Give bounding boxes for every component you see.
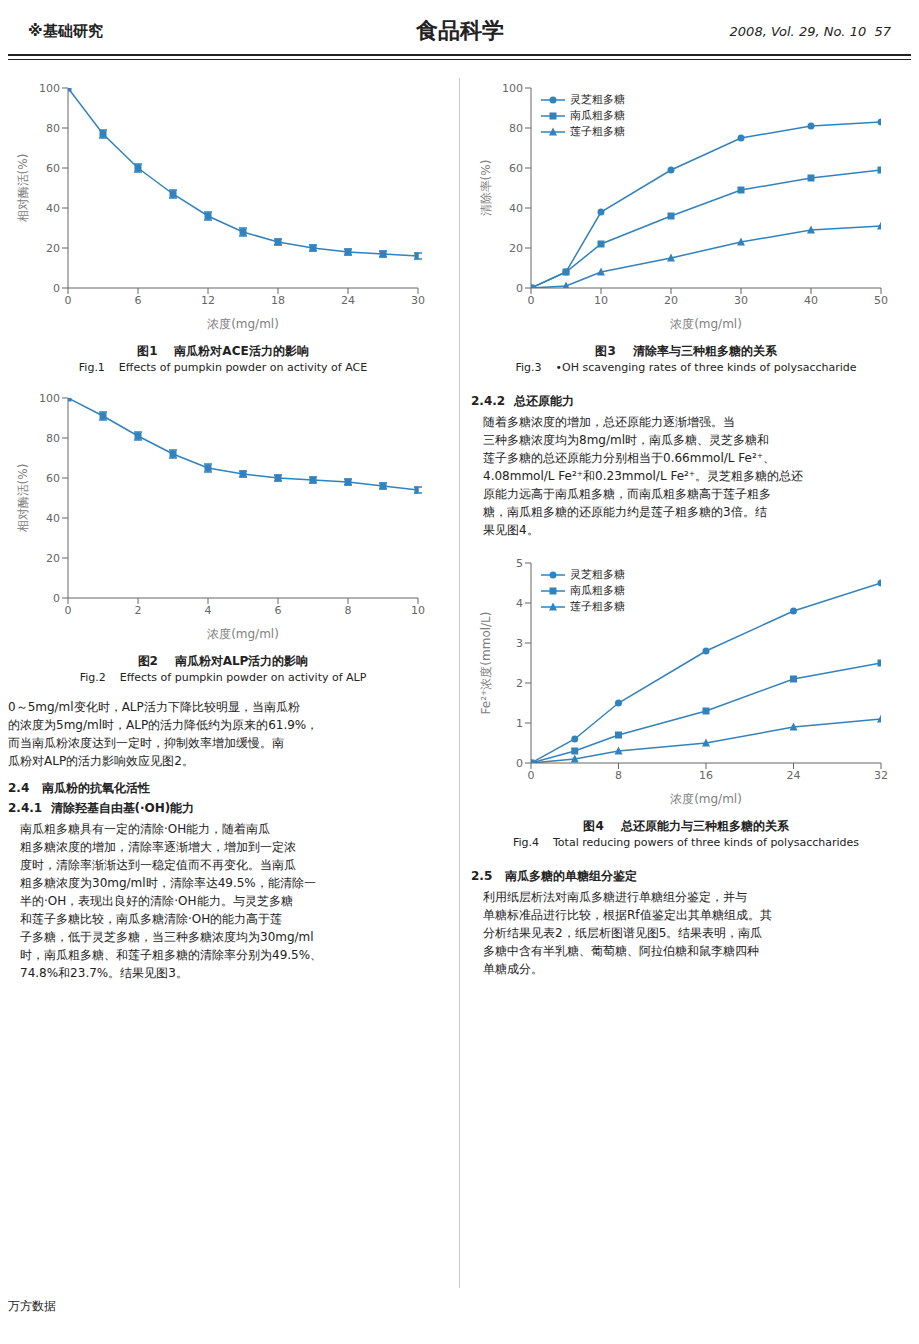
svg-text:60: 60 [509,162,523,175]
svg-text:40: 40 [509,202,523,215]
svg-text:50: 50 [874,294,888,307]
svg-text:20: 20 [509,242,523,255]
svg-text:0: 0 [65,604,72,617]
svg-text:8: 8 [615,769,622,782]
svg-text:12: 12 [201,294,215,307]
html-text:※基础研究: ※基础研究 [28,22,103,40]
html-text:2008, Vol. 29, No. 10 57: 2008, Vol. 29, No. 10 57 [729,24,891,39]
svg-text:Fe²⁺浓度(mmol/L): Fe²⁺浓度(mmol/L) [479,612,493,715]
html-text:食品科学: 食品科学 [415,18,504,43]
html-text:图2 南瓜粉对ALP活力的影响: 图2 南瓜粉对ALP活力的影响 [137,654,309,668]
svg-text:10: 10 [594,294,608,307]
svg-text:18: 18 [271,294,285,307]
svg-text:40: 40 [804,294,818,307]
svg-text:20: 20 [46,242,60,255]
html-text:2.5 南瓜多糖的单糖组分鉴定: 2.5 南瓜多糖的单糖组分鉴定 [471,869,637,883]
svg-text:浓度(mg/ml): 浓度(mg/ml) [207,627,279,641]
svg-text:30: 30 [734,294,748,307]
svg-text:16: 16 [699,769,713,782]
html-text:Fig.4 Total reducing powers of: Fig.4 Total reducing powers of three kin… [513,836,859,849]
svg-text:4: 4 [205,604,212,617]
svg-text:24: 24 [787,769,801,782]
svg-text:80: 80 [46,122,60,135]
svg-text:0: 0 [516,282,523,295]
svg-text:5: 5 [516,557,523,570]
svg-text:80: 80 [509,122,523,135]
svg-text:80: 80 [46,432,60,445]
svg-text:2: 2 [516,677,523,690]
html-text:图1 南瓜粉对ACE活力的影响: 图1 南瓜粉对ACE活力的影响 [137,344,309,358]
svg-text:40: 40 [46,202,60,215]
svg-text:20: 20 [46,552,60,565]
html-text:灵芝粗多糖: 灵芝粗多糖 [570,568,625,581]
svg-text:30: 30 [411,294,425,307]
svg-text:20: 20 [664,294,678,307]
html-text:南瓜粗多糖: 南瓜粗多糖 [570,584,625,597]
html-text:2.4.2 总还原能力: 2.4.2 总还原能力 [471,394,574,408]
html-text:0～5mg/ml变化时，ALP活力下降比较明显，当南瓜粉 的: 0～5mg/ml变化时，ALP活力下降比较明显，当南瓜粉 的浓度为5mg/ml时… [8,700,319,768]
svg-text:浓度(mg/ml): 浓度(mg/ml) [207,317,279,331]
svg-text:100: 100 [502,82,523,95]
svg-text:100: 100 [39,392,60,405]
html-text:Fig.1 Effects of pumpkin powde: Fig.1 Effects of pumpkin powder on activ… [78,361,368,374]
svg-text:32: 32 [874,769,888,782]
svg-text:3: 3 [516,637,523,650]
html-text:图3 清除率与三种粗多糖的关系: 图3 清除率与三种粗多糖的关系 [595,344,777,358]
svg-text:0: 0 [516,757,523,770]
svg-text:8: 8 [345,604,352,617]
svg-text:4: 4 [516,597,523,610]
svg-text:6: 6 [275,604,282,617]
svg-text:60: 60 [46,162,60,175]
html-text:万方数据: 万方数据 [8,1299,56,1313]
svg-text:24: 24 [341,294,355,307]
html-text:利用纸层析法对南瓜多糖进行单糖组分鉴定，并与 单糖标准品进行: 利用纸层析法对南瓜多糖进行单糖组分鉴定，并与 单糖标准品进行比较，根据Rf值鉴定… [483,890,772,976]
html-text:南瓜粗多糖具有一定的清除·OH能力，随着南瓜 粗多糖浓度的增: 南瓜粗多糖具有一定的清除·OH能力，随着南瓜 粗多糖浓度的增加，清除率逐渐增大，… [20,822,323,980]
svg-text:浓度(mg/ml): 浓度(mg/ml) [670,792,742,806]
svg-text:清除率(%): 清除率(%) [479,160,493,217]
html-text:随着多糖浓度的增加，总还原能力逐渐增强。当 三种多糖浓度均为: 随着多糖浓度的增加，总还原能力逐渐增强。当 三种多糖浓度均为8mg/ml时，南瓜… [483,415,804,537]
svg-text:10: 10 [411,604,425,617]
html-text:莲子粗多糖: 莲子粗多糖 [570,125,625,138]
svg-text:0: 0 [53,592,60,605]
svg-text:40: 40 [46,512,60,525]
svg-text:2: 2 [135,604,142,617]
svg-text:1: 1 [516,717,523,730]
svg-text:浓度(mg/ml): 浓度(mg/ml) [670,317,742,331]
html-text:2.4 南瓜粉的抗氧化活性: 2.4 南瓜粉的抗氧化活性 [8,781,150,795]
svg-text:60: 60 [46,472,60,485]
svg-text:0: 0 [65,294,72,307]
html-text:灵芝粗多糖: 灵芝粗多糖 [570,93,625,106]
html-text:Fig.3 •OH scavenging rates of: Fig.3 •OH scavenging rates of three kind… [515,361,857,374]
html-text:2.4.1 清除羟基自由基(·OH)能力: 2.4.1 清除羟基自由基(·OH)能力 [8,801,195,815]
svg-text:6: 6 [135,294,142,307]
svg-text:相对酶活(%): 相对酶活(%) [16,154,30,223]
svg-text:0: 0 [528,294,535,307]
svg-text:相对酶活(%): 相对酶活(%) [16,464,30,533]
html-text:Fig.2 Effects of pumpkin powde: Fig.2 Effects of pumpkin powder on activ… [79,671,367,684]
svg-text:0: 0 [53,282,60,295]
svg-text:100: 100 [39,82,60,95]
html-text:莲子粗多糖: 莲子粗多糖 [570,600,625,613]
html-text:南瓜粗多糖: 南瓜粗多糖 [570,109,625,122]
html-text:图4 总还原能力与三种粗多糖的关系: 图4 总还原能力与三种粗多糖的关系 [583,819,789,833]
svg-text:0: 0 [528,769,535,782]
